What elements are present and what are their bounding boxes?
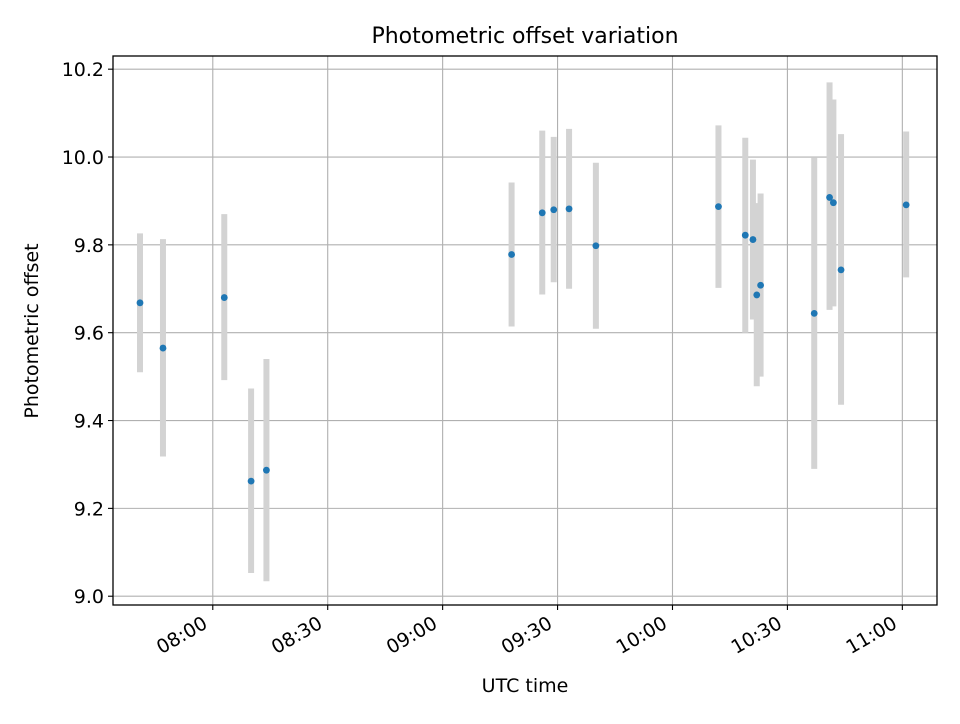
data-point [902, 201, 910, 209]
y-axis-label: Photometric offset [21, 243, 43, 418]
data-point [263, 466, 270, 474]
x-axis-label: UTC time [482, 675, 569, 697]
y-tick-label: 10.2 [62, 59, 104, 81]
data-point [749, 236, 757, 243]
data-points [136, 194, 910, 485]
data-point [538, 209, 546, 217]
data-point [826, 194, 833, 201]
data-point [247, 477, 255, 485]
y-tick-label: 9.0 [74, 586, 104, 608]
y-tick-label: 9.4 [74, 411, 104, 433]
data-point [715, 203, 722, 211]
data-point [757, 281, 764, 289]
plot-area-frame [112, 55, 938, 606]
y-tick-label: 9.6 [74, 323, 104, 345]
data-point [550, 206, 558, 214]
data-point [136, 299, 144, 307]
chart-title: Photometric offset variation [371, 24, 678, 49]
data-point [837, 266, 845, 274]
data-point [592, 242, 600, 250]
data-point [829, 199, 837, 207]
data-point [753, 291, 761, 299]
y-axis-ticks: 9.0 9.2 9.4 9.6 9.8 10.0 10.2 [62, 59, 113, 608]
y-tick-label: 9.8 [74, 235, 104, 257]
data-point [741, 231, 749, 239]
data-point [810, 309, 818, 317]
data-point [220, 294, 228, 301]
y-tick-label: 10.0 [62, 147, 104, 169]
data-point [159, 344, 167, 352]
y-tick-label: 9.2 [74, 498, 104, 520]
data-point [565, 205, 573, 213]
data-point [508, 251, 515, 258]
